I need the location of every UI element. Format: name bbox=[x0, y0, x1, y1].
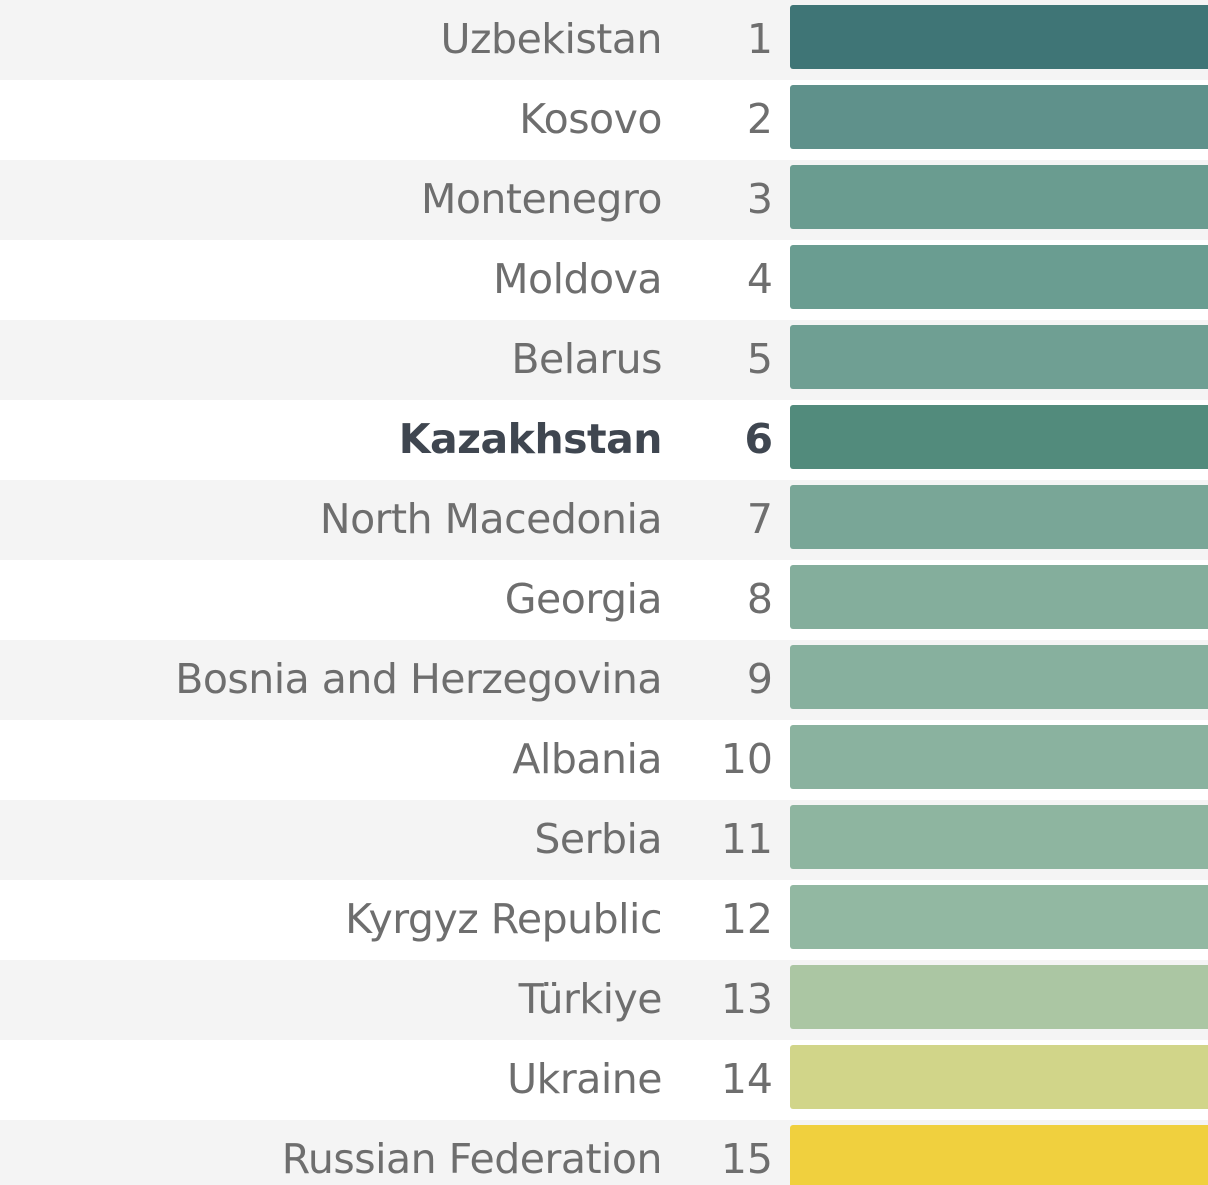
country-label: Georgia bbox=[504, 575, 663, 623]
rank-bar bbox=[790, 645, 1208, 709]
country-label: Albania bbox=[512, 735, 662, 783]
country-label: Ukraine bbox=[507, 1055, 662, 1103]
rank-bar bbox=[790, 165, 1208, 229]
rank-label: 2 bbox=[746, 95, 773, 143]
country-label: Kosovo bbox=[519, 95, 662, 143]
table-row: Montenegro 3 bbox=[0, 160, 1208, 240]
country-label: Uzbekistan bbox=[440, 15, 663, 63]
rank-label: 12 bbox=[720, 895, 773, 943]
rank-bar bbox=[790, 805, 1208, 869]
table-row: Türkiye 13 bbox=[0, 960, 1208, 1040]
rank-label: 4 bbox=[746, 255, 773, 303]
rank-label: 3 bbox=[746, 175, 773, 223]
rank-bar bbox=[790, 965, 1208, 1029]
rank-bar bbox=[790, 5, 1208, 69]
rank-bar bbox=[790, 725, 1208, 789]
rank-label: 13 bbox=[720, 975, 773, 1023]
rank-label: 9 bbox=[746, 655, 773, 703]
rank-label: 7 bbox=[746, 495, 773, 543]
table-row: Kosovo 2 bbox=[0, 80, 1208, 160]
country-label: Serbia bbox=[534, 815, 662, 863]
table-row: Serbia 11 bbox=[0, 800, 1208, 880]
country-label: Kazakhstan bbox=[398, 415, 663, 463]
table-row: Belarus 5 bbox=[0, 320, 1208, 400]
rank-bar bbox=[790, 1125, 1208, 1185]
country-label: Montenegro bbox=[420, 175, 663, 223]
country-label: North Macedonia bbox=[319, 495, 663, 543]
rank-label: 5 bbox=[746, 335, 773, 383]
rank-bar bbox=[790, 325, 1208, 389]
country-label: Bosnia and Herzegovina bbox=[175, 655, 662, 703]
rank-label: 8 bbox=[746, 575, 773, 623]
table-row: Kazakhstan 6 bbox=[0, 400, 1208, 480]
rank-label: 14 bbox=[720, 1055, 773, 1103]
rank-bar bbox=[790, 405, 1208, 469]
country-label: Kyrgyz Republic bbox=[345, 895, 662, 943]
country-label: Belarus bbox=[511, 335, 662, 383]
table-row: Kyrgyz Republic 12 bbox=[0, 880, 1208, 960]
rank-bar bbox=[790, 885, 1208, 949]
table-row: Albania 10 bbox=[0, 720, 1208, 800]
country-label: Türkiye bbox=[518, 975, 663, 1023]
table-row: Uzbekistan 1 bbox=[0, 0, 1208, 80]
rank-bar bbox=[790, 85, 1208, 149]
table-row: North Macedonia 7 bbox=[0, 480, 1208, 560]
rank-label: 1 bbox=[746, 15, 773, 63]
table-row: Georgia 8 bbox=[0, 560, 1208, 640]
rank-bar bbox=[790, 485, 1208, 549]
rank-bar bbox=[790, 245, 1208, 309]
table-row: Ukraine 14 bbox=[0, 1040, 1208, 1120]
country-label: Russian Federation bbox=[281, 1135, 663, 1183]
rank-label: 15 bbox=[720, 1135, 773, 1183]
table-row: Bosnia and Herzegovina 9 bbox=[0, 640, 1208, 720]
table-row: Russian Federation 15 bbox=[0, 1120, 1208, 1185]
country-label: Moldova bbox=[493, 255, 662, 303]
table-row: Moldova 4 bbox=[0, 240, 1208, 320]
rank-bar bbox=[790, 1045, 1208, 1109]
rank-label: 10 bbox=[720, 735, 773, 783]
rank-label: 6 bbox=[744, 415, 773, 463]
rank-bar bbox=[790, 565, 1208, 629]
rank-label: 11 bbox=[720, 815, 773, 863]
